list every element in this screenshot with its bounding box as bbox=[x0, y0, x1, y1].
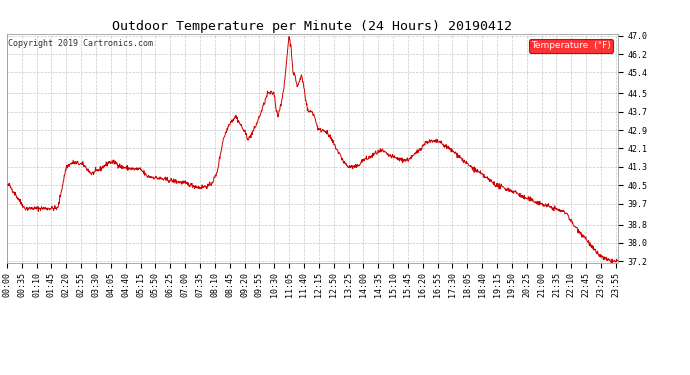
Legend: Temperature  (°F): Temperature (°F) bbox=[529, 39, 613, 53]
Text: Copyright 2019 Cartronics.com: Copyright 2019 Cartronics.com bbox=[8, 39, 153, 48]
Title: Outdoor Temperature per Minute (24 Hours) 20190412: Outdoor Temperature per Minute (24 Hours… bbox=[112, 20, 512, 33]
